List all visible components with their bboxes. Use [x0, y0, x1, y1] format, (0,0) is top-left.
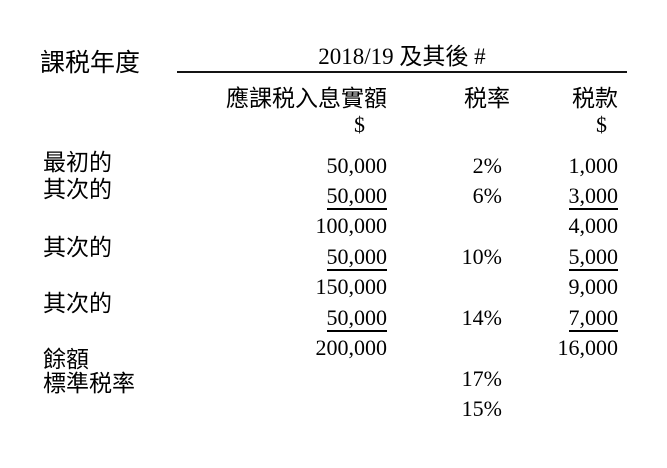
- row-label-remainder: 餘額: [43, 347, 89, 372]
- table-row: 50,000 10% 5,000: [0, 245, 667, 272]
- tax-cell: 5,000: [568, 245, 618, 272]
- amount-cell: 50,000: [326, 245, 387, 272]
- rate-cell: 10%: [461, 244, 502, 269]
- tax-cell: 7,000: [568, 306, 618, 333]
- table-row: 100,000 4,000: [0, 214, 667, 241]
- table-row: 150,000 9,000: [0, 275, 667, 302]
- rate-cell: 17%: [461, 366, 502, 391]
- tax-cell: 1,000: [568, 153, 619, 178]
- row-label-standard-rate: 標準税率: [43, 371, 135, 396]
- dollar-sign-tax-column: $: [596, 112, 607, 137]
- header-rule: [177, 71, 627, 73]
- tax-cell: 4,000: [568, 213, 619, 238]
- row-label-next-3: 其次的: [43, 291, 112, 316]
- dollar-sign-income-column: $: [354, 112, 365, 137]
- tax-year-row-title: 課税年度: [40, 50, 141, 77]
- rate-cell: 14%: [461, 305, 502, 330]
- amount-cell: 200,000: [315, 335, 388, 360]
- row-label-next-2: 其次的: [43, 235, 112, 260]
- tax-cell: 9,000: [568, 274, 619, 299]
- table-row: 15%: [0, 397, 667, 424]
- amount-cell: 50,000: [326, 153, 388, 178]
- amount-cell: 100,000: [315, 213, 388, 238]
- tax-cell: 16,000: [557, 335, 619, 360]
- row-label-next-1: 其次的: [43, 177, 112, 202]
- year-group-header: 2018/19 及其後 #: [318, 44, 486, 69]
- col-header-tax-amount: 税款: [572, 86, 618, 111]
- amount-cell: 50,000: [326, 184, 387, 211]
- col-header-net-chargeable-income: 應課税入息實額: [226, 86, 387, 111]
- table-row: 50,000 6% 3,000: [0, 184, 667, 211]
- amount-cell: 50,000: [326, 306, 387, 333]
- tax-cell: 3,000: [568, 184, 618, 211]
- table-row: 50,000 14% 7,000: [0, 306, 667, 333]
- rate-cell: 2%: [472, 153, 502, 178]
- table-row: 200,000 16,000: [0, 336, 667, 363]
- row-label-first: 最初的: [43, 150, 112, 175]
- rate-cell: 15%: [461, 396, 502, 421]
- rate-cell: 6%: [472, 183, 502, 208]
- col-header-tax-rate: 税率: [464, 86, 510, 111]
- amount-cell: 150,000: [315, 274, 388, 299]
- table-row: 50,000 2% 1,000: [0, 154, 667, 181]
- table-row: 17%: [0, 367, 667, 394]
